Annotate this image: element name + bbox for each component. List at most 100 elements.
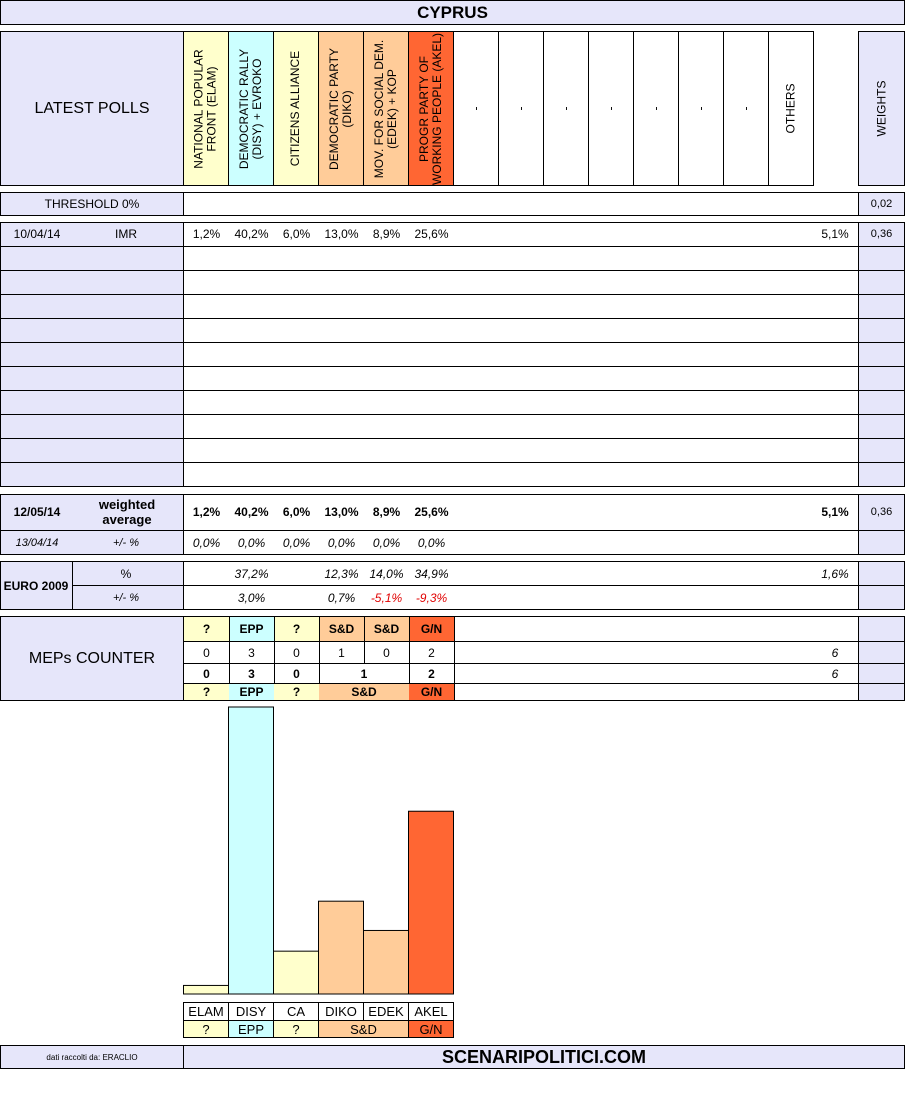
- weighted-delta: 0,0%: [327, 535, 356, 550]
- poll-row-right: [858, 246, 905, 271]
- bar-akel: [408, 810, 454, 995]
- meps-col-divider: [409, 616, 410, 663]
- bar-disy: [228, 706, 274, 995]
- euro-divider: [72, 585, 905, 586]
- poll-row-left: [0, 270, 184, 295]
- party-header-7: [498, 31, 544, 186]
- poll-row-right: [858, 414, 905, 439]
- euro-delta: [274, 587, 319, 608]
- chart-group-label: EPP: [228, 1020, 274, 1038]
- weighted-delta: 0,0%: [417, 535, 446, 550]
- party-header-2: [273, 31, 319, 186]
- poll-row: [183, 318, 859, 343]
- weighted-delta: 0,0%: [372, 535, 401, 550]
- latest-polls-header: LATEST POLLS: [0, 31, 184, 186]
- euro-delta: [184, 587, 229, 608]
- meps-seats: 2: [428, 645, 435, 660]
- euro-value: 37,2%: [234, 567, 269, 581]
- meps-seats: 3: [248, 645, 255, 660]
- poll-row-left: [0, 390, 184, 415]
- chart-group-label: S&D: [318, 1020, 409, 1038]
- poll-row-right: [858, 294, 905, 319]
- party-header-8: [543, 31, 589, 186]
- meps-col-divider: [454, 616, 455, 663]
- poll-row-right: [858, 366, 905, 391]
- party-header-label: -: [603, 106, 618, 111]
- party-header-label: MOV. FOR SOCIAL DEM. (EDEK) + KOP: [372, 39, 399, 178]
- party-header-label: DEMOCRATIC PARTY (DIKO): [327, 47, 355, 170]
- meps-line-3: [183, 683, 905, 684]
- party-header-label: DEMOCRATIC RALLY (DISY) + EVROKO: [237, 48, 264, 169]
- poll-row-right: [858, 438, 905, 463]
- poll-value: 1,2%: [192, 227, 221, 241]
- meps-left: [0, 616, 184, 701]
- party-header-label: -: [468, 106, 483, 111]
- meps-group: ?: [274, 617, 319, 641]
- meps-label: MEPs COUNTER: [28, 649, 156, 667]
- weighted-value: 25,6%: [414, 505, 449, 519]
- party-header-label: -: [738, 106, 753, 111]
- meps-merged-seats: 3: [248, 666, 255, 681]
- chart-category-label: DIKO: [318, 1002, 364, 1021]
- meps-line-2: [183, 663, 905, 664]
- weighted-value: 40,2%: [234, 505, 269, 519]
- poll-row-right: [858, 390, 905, 415]
- poll-row: [183, 270, 859, 295]
- euro-label: EURO 2009: [3, 578, 69, 593]
- chart-category-label: CA: [273, 1002, 319, 1021]
- chart-category-label: ELAM: [183, 1002, 229, 1021]
- footer-site: SCENARIPOLITICI.COM: [183, 1045, 905, 1069]
- threshold-label: THRESHOLD 0%: [0, 192, 184, 216]
- weighted-date: 12/05/14: [13, 505, 61, 519]
- euro-value: 14,0%: [369, 567, 404, 581]
- euro-delta: 3,0%: [237, 590, 266, 605]
- weights-header: [858, 31, 905, 186]
- meps-merged-group: G/N: [409, 684, 454, 700]
- party-header-label: -: [693, 106, 708, 111]
- page-title: CYPRUS: [0, 0, 905, 25]
- bar-elam: [183, 984, 229, 995]
- weights-header-label: WEIGHTS: [874, 80, 888, 137]
- weighted-label: weighted average: [98, 497, 156, 527]
- meps-seats-total: 6: [831, 645, 839, 660]
- euro-delta: -5,1%: [370, 590, 403, 605]
- bar-diko: [318, 900, 364, 995]
- poll-row-left: [0, 246, 184, 271]
- poll-row: [183, 462, 859, 487]
- weighted-right: [858, 494, 905, 555]
- euro-label-divider: [72, 561, 73, 610]
- poll-others: 5,1%: [821, 227, 849, 241]
- weighted-value: 6,0%: [282, 505, 311, 519]
- meps-merged-group: S&D: [319, 684, 409, 700]
- meps-merged-total: 6: [831, 666, 839, 681]
- poll-row-left: [0, 318, 184, 343]
- euro-value: 12,3%: [324, 567, 359, 581]
- euro-value: [184, 564, 229, 584]
- meps-col-divider: [274, 616, 275, 663]
- meps-merged-group: EPP: [229, 684, 274, 700]
- party-header-6: [453, 31, 499, 186]
- poll-row: [183, 294, 859, 319]
- meps-merged-seats: 0: [293, 666, 300, 681]
- poll-row-right: [858, 342, 905, 367]
- meps-group: ?: [184, 617, 229, 641]
- bar-ca: [273, 950, 319, 995]
- meps-right: [858, 616, 905, 701]
- party-header-label: CITIZENS ALLIANCE: [288, 50, 303, 167]
- poll-value: 13,0%: [324, 227, 359, 241]
- poll-value: 8,9%: [372, 227, 401, 241]
- poll-weight: 0,36: [870, 228, 893, 240]
- party-header-12: [723, 31, 769, 186]
- party-header-label: -: [648, 106, 663, 111]
- poll-row: [183, 342, 859, 367]
- meps-col-divider: [364, 616, 365, 663]
- weighted-delta: 0,0%: [192, 535, 221, 550]
- chart-category-label: EDEK: [363, 1002, 409, 1021]
- poll-row-right: [858, 318, 905, 343]
- meps-merged-seats: 0: [203, 666, 210, 681]
- footer-credit: dati raccolti da: ERACLIO: [46, 1052, 138, 1062]
- euro-value: [274, 564, 319, 584]
- poll-row-left: [0, 366, 184, 391]
- meps-merged-group: ?: [274, 684, 319, 700]
- weighted-delta: 0,0%: [237, 535, 266, 550]
